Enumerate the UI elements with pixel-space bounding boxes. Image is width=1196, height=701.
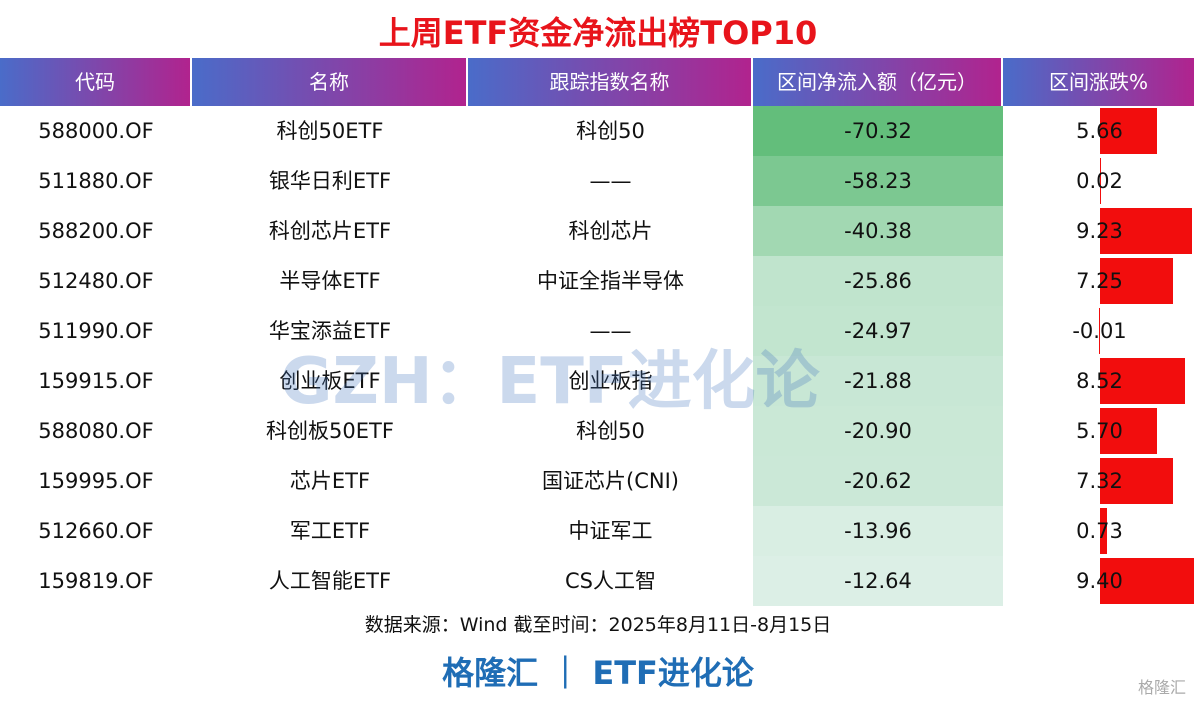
table-cell: -24.97 (844, 319, 912, 343)
table-cell: 511880.OF (38, 169, 154, 193)
table-cell: 科创芯片ETF (268, 219, 392, 243)
table-cell: 军工ETF (289, 519, 371, 543)
table-cell: 9.23 (1076, 219, 1123, 243)
flow-bg (753, 306, 1003, 356)
table-cell: -21.88 (844, 369, 912, 393)
table-cell: 512480.OF (38, 269, 154, 293)
logo: 格隆汇 (1137, 678, 1186, 697)
flow-bg (753, 556, 1003, 606)
flow-bg (753, 356, 1003, 406)
header-cell: 跟踪指数名称 (468, 58, 751, 106)
watermark: GZH：ETF进化论 (280, 345, 820, 419)
header-cell: 区间涨跌% (1003, 58, 1194, 106)
change-bar (1099, 308, 1100, 354)
change-bar (1100, 208, 1193, 254)
table-cell: 8.52 (1076, 369, 1123, 393)
table-cell: -40.38 (844, 219, 912, 243)
table-cell: -58.23 (844, 169, 912, 193)
table-cell: -0.01 (1072, 319, 1127, 343)
table-cell: —— (589, 169, 632, 193)
brand: 格隆汇 ｜ ETF进化论 (442, 654, 754, 692)
change-bar (1100, 258, 1173, 304)
table-cell: 国证芯片(CNI) (542, 469, 679, 493)
table-cell: 科创50 (576, 419, 645, 443)
table-cell: 中证全指半导体 (537, 269, 684, 293)
change-bar (1100, 358, 1186, 404)
change-bar (1100, 108, 1157, 154)
header-cell: 代码 (0, 58, 190, 106)
flow-bg (753, 106, 1003, 156)
change-bar (1100, 458, 1174, 504)
table-cell: 5.66 (1076, 119, 1123, 143)
header-cell: 名称 (192, 58, 466, 106)
table-cell: 人工智能ETF (268, 569, 392, 593)
table-cell: 创业板指 (568, 369, 653, 393)
flow-bg (753, 406, 1003, 456)
flow-bg (753, 506, 1003, 556)
source: 数据来源：Wind 截至时间：2025年8月11日-8月15日 (364, 614, 832, 636)
change-bar (1100, 408, 1157, 454)
table-cell: -12.64 (844, 569, 912, 593)
table-cell: 芯片ETF (289, 469, 371, 493)
flow-bg (753, 456, 1003, 506)
table-cell: CS人工智 (565, 569, 656, 593)
flow-bg (753, 206, 1003, 256)
table-cell: 科创板50ETF (266, 419, 394, 443)
table-cell: 科创50 (576, 119, 645, 143)
table-cell: -20.62 (844, 469, 912, 493)
table-cell: 588200.OF (38, 219, 154, 243)
table-cell: 科创50ETF (276, 119, 384, 143)
header-cell: 区间净流入额（亿元） (753, 58, 1001, 106)
table-cell: 9.40 (1076, 569, 1123, 593)
table-cell: 588080.OF (38, 419, 154, 443)
title: 上周ETF资金净流出榜TOP10 (378, 14, 818, 52)
table-cell: 588000.OF (38, 119, 154, 143)
flow-bg (753, 256, 1003, 306)
table-cell: -13.96 (844, 519, 912, 543)
table-cell: 华宝添益ETF (268, 319, 392, 343)
table-cell: 创业板ETF (279, 369, 381, 393)
table-cell: —— (589, 319, 632, 343)
flow-bg (753, 156, 1003, 206)
table-cell: 5.70 (1076, 419, 1123, 443)
table-cell: 银华日利ETF (268, 169, 392, 193)
table-cell: 7.32 (1076, 469, 1123, 493)
table-cell: 159995.OF (38, 469, 154, 493)
table-cell: 511990.OF (38, 319, 154, 343)
table-cell: 159819.OF (38, 569, 154, 593)
table-cell: 中证军工 (568, 519, 653, 543)
table-cell: 科创芯片 (568, 219, 653, 243)
table-cell: -25.86 (844, 269, 912, 293)
table-cell: 7.25 (1076, 269, 1123, 293)
table-cell: -20.90 (844, 419, 912, 443)
change-bar (1100, 558, 1194, 604)
change-bar (1100, 508, 1108, 554)
table-cell: 159915.OF (38, 369, 154, 393)
table-cell: 512660.OF (38, 519, 154, 543)
change-bar (1100, 158, 1101, 204)
table-cell: -70.32 (844, 119, 912, 143)
table-cell: 0.02 (1076, 169, 1123, 193)
table-cell: 半导体ETF (279, 269, 381, 293)
table-cell: 0.73 (1076, 519, 1123, 543)
